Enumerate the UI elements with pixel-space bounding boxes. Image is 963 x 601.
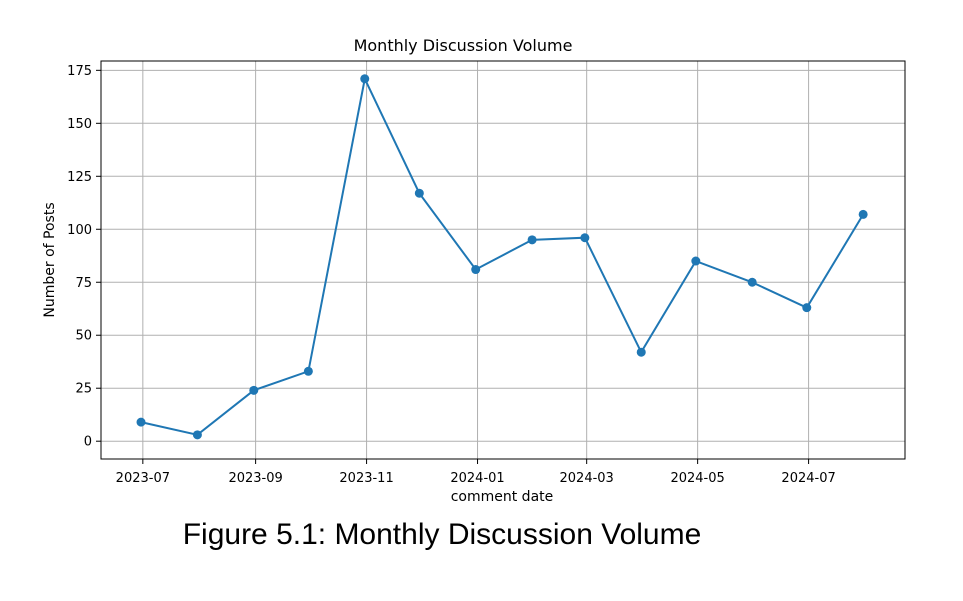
series-points [136, 74, 868, 440]
y-tick-label: 175 [67, 64, 92, 79]
series-line [140, 75, 865, 436]
y-tick-label: 25 [75, 382, 92, 397]
x-tick-label: 2024-03 [560, 471, 614, 486]
x-tick-label: 2024-07 [781, 471, 835, 486]
data-point [527, 235, 537, 245]
chart-title: Monthly Discussion Volume [354, 36, 573, 55]
data-point [192, 430, 202, 440]
y-tick-label: 50 [75, 329, 92, 344]
y-axis: 0 25 50 75 100 125 150 175 [67, 64, 101, 450]
x-tick-label: 2024-05 [670, 471, 724, 486]
data-point [691, 256, 701, 266]
grid-lines [101, 61, 905, 459]
data-point [747, 277, 757, 287]
data-point [471, 265, 481, 275]
y-tick-label: 75 [75, 276, 92, 291]
line-chart: Monthly Discussion Volume 0 25 50 75 100 125 1… [42, 36, 906, 505]
x-tick-label: 2023-11 [339, 471, 393, 486]
data-point [136, 417, 146, 427]
data-point [414, 188, 424, 198]
y-axis-label: Number of Posts [42, 202, 58, 317]
data-point [858, 209, 868, 219]
y-tick-label: 0 [84, 435, 92, 450]
data-point [303, 366, 313, 376]
plot-frame [100, 60, 906, 460]
x-tick-label: 2024-01 [450, 471, 504, 486]
data-point [580, 233, 590, 243]
x-axis-label: comment date [451, 489, 554, 505]
x-tick-label: 2023-07 [116, 471, 170, 486]
data-point [249, 385, 259, 395]
y-tick-label: 125 [67, 170, 92, 185]
data-point [636, 347, 646, 357]
x-tick-label: 2023-09 [228, 471, 282, 486]
data-point [360, 74, 370, 84]
y-tick-label: 150 [67, 117, 92, 132]
y-tick-label: 100 [67, 223, 92, 238]
data-point [802, 303, 812, 313]
x-axis: 2023-07 2023-09 2023-11 2024-01 2024-03 2024-… [116, 459, 836, 486]
figure-caption: Figure 5.1: Monthly Discussion Volume [182, 518, 702, 551]
